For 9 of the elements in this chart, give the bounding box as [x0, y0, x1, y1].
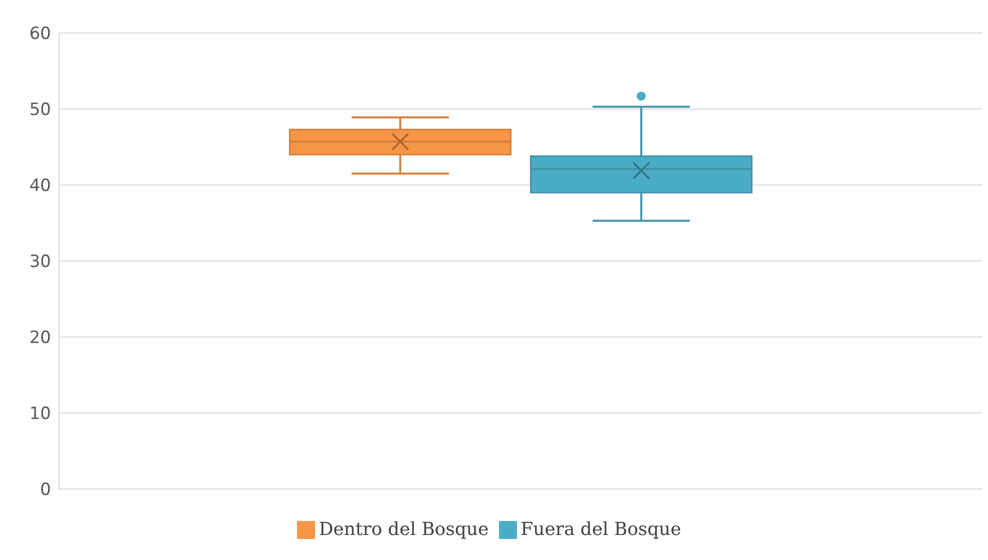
y-tick-label: 30 [29, 252, 51, 272]
y-tick-label: 50 [29, 100, 51, 120]
legend-label: Fuera del Bosque [520, 519, 682, 540]
legend-label: Dentro del Bosque [318, 519, 489, 540]
y-tick-label: 20 [29, 328, 51, 348]
y-tick-label: 10 [29, 404, 51, 424]
y-tick-label: 60 [29, 24, 51, 44]
y-tick-label: 0 [40, 480, 51, 500]
y-tick-label: 40 [29, 176, 51, 196]
